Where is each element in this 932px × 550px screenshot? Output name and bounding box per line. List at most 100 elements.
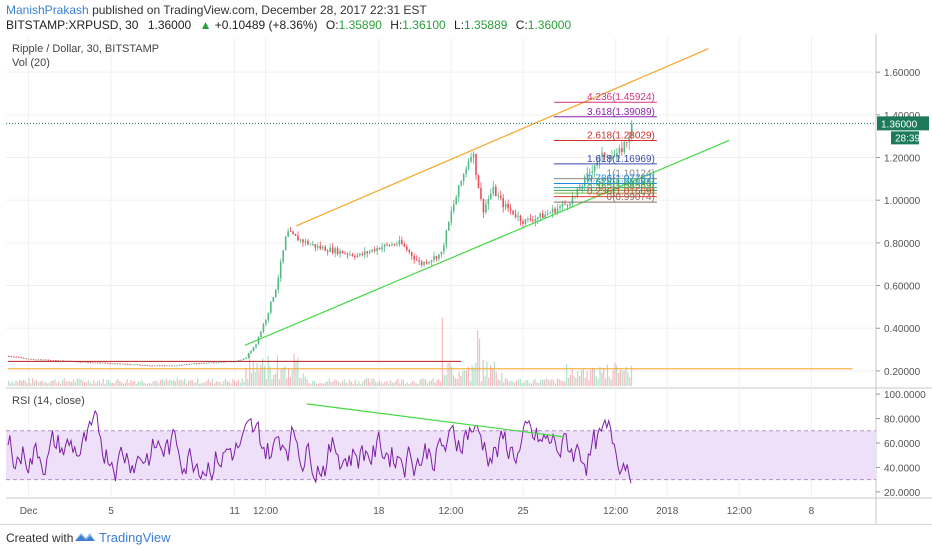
candle-body [309,244,312,245]
candle-body [534,219,537,222]
volume-bar [206,380,208,386]
rsi-y-label-0: 20.0000 [884,488,921,499]
candle-body [74,361,77,363]
volume-bar [532,380,534,386]
volume-bar [50,381,52,386]
fib-level-label-8: 0.382(1.03284) [587,183,655,194]
candle-body [188,364,191,365]
candle-body [401,240,403,245]
volume-bar [328,378,330,386]
volume-bar [269,365,271,386]
volume-bar [480,381,482,386]
y-tick-label-3: 0.80000 [884,239,921,250]
candle-body [428,261,430,264]
volume-bar [45,381,47,386]
volume-bar [289,377,292,386]
volume-bar [545,378,547,386]
volume-bar [263,366,266,386]
volume-bar [586,371,588,386]
volume-bar [367,378,369,386]
volume-bar [213,383,215,386]
volume-indicator-label: Vol (20) [12,57,50,69]
candle-body [564,203,566,205]
candle-body [265,319,267,325]
volume-bar [78,378,80,386]
volume-bar [427,383,429,386]
candle-body [245,357,247,359]
candle-body [331,247,334,253]
volume-bar [28,378,30,386]
candle-body [208,362,210,364]
volume-bar [376,382,379,386]
candle-body [405,246,408,251]
candle-body [579,188,581,190]
candle-body [124,363,126,365]
candle-body [151,365,153,367]
candle-body [27,358,30,360]
candle-body [267,312,270,320]
candle-body [541,213,544,219]
candle-body [99,362,102,364]
volume-bar [121,382,123,386]
volume-bar [87,379,89,386]
candle-body [299,239,302,241]
tradingview-brand[interactable]: TradingView [99,530,171,545]
volume-bar [493,361,495,386]
candle-body [507,203,509,209]
volume-bar [428,380,431,386]
volume-bar [336,380,338,386]
volume-bar [330,381,332,386]
candle-body [190,363,193,365]
publish-line: ManishPrakash published on TradingView.c… [6,3,427,17]
volume-bar [130,380,132,386]
volume-bar [617,372,620,386]
volume-bar [59,383,62,386]
candle-body [247,353,250,358]
candle-body [185,364,188,366]
volume-bar [460,375,462,386]
candle-body [616,153,618,157]
volume-bar [584,378,586,386]
candle-body [218,362,220,364]
volume-bar [26,382,28,386]
volume-bar [95,383,97,386]
candle-body [569,203,571,206]
candle-body [472,153,475,158]
candle-body [143,365,146,366]
candle-body [398,240,401,245]
volume-bar [389,380,392,386]
author-link[interactable]: ManishPrakash [6,3,89,17]
volume-bar [56,383,58,386]
candle-body [351,254,354,256]
volume-bar [267,355,269,386]
volume-bar [402,380,405,386]
volume-bar [486,361,488,386]
chart-canvas[interactable]: Dec 5 11 12:00 18 12:00 25 12:00 2018 12:00 8 0.200… [0,34,932,524]
fib-level-label-6: 0.618(1.05894) [587,178,655,189]
open-value: 1.35890 [338,18,382,32]
volume-bar [72,379,75,386]
volume-bar [176,378,178,386]
volume-bar [504,378,507,386]
candle-body [388,244,391,246]
volume-bar [601,372,603,386]
volume-bar [395,380,397,386]
volume-bar [510,380,512,386]
volume-bar [430,380,432,386]
volume-bar [249,353,251,386]
volume-bar [593,369,596,386]
volume-bar [93,380,95,386]
volume-bar [415,383,418,386]
volume-bar [547,379,549,386]
candle-body [294,233,297,236]
tradingview-logo-icon[interactable] [74,530,96,544]
candle-body [270,301,272,313]
volume-bar [117,378,119,386]
volume-bar [82,380,84,386]
volume-bar [137,381,139,386]
volume-bar [150,383,152,386]
volume-bar [54,379,56,386]
volume-bar [439,381,442,386]
fib-level-label-1: 3.618(1.39089) [587,107,655,118]
candle-body [119,363,121,365]
